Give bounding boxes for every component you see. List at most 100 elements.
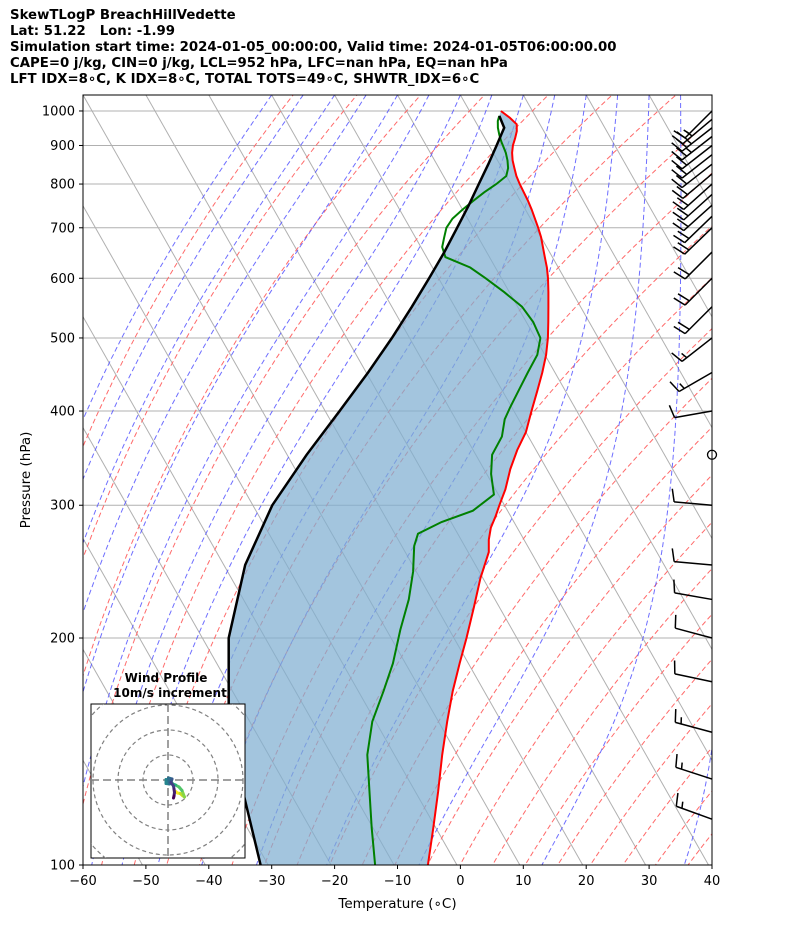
isotherm-line [711, 95, 712, 96]
y-tick-label: 500 [50, 331, 75, 346]
hodograph-subtitle: 10m/s increment [113, 686, 227, 700]
chart-header: SkewTLogP BreachHillVedette Lat: 51.22 L… [10, 8, 790, 88]
y-tick-label: 1000 [42, 104, 75, 119]
dry-adiabat [361, 377, 712, 865]
chart-title: SkewTLogP BreachHillVedette [10, 8, 236, 23]
wind-barb [673, 227, 713, 255]
wind-barb [668, 405, 713, 419]
hodograph-title: Wind Profile [125, 671, 208, 685]
wind-barb [671, 548, 713, 566]
dry-adiabat [83, 95, 422, 678]
dry-adiabat [654, 790, 712, 865]
dry-adiabat [708, 80, 794, 882]
y-tick-label: 300 [50, 499, 75, 514]
dry-adiabat [740, 80, 794, 882]
moist-adiabat [83, 95, 398, 694]
moist-adiabat [121, 95, 493, 865]
wind-barb [674, 614, 713, 639]
moist-adiabat [83, 95, 336, 545]
wind-barb [673, 277, 713, 306]
parcel-area-shading [228, 111, 549, 865]
x-tick-label: 40 [704, 874, 721, 889]
y-tick-label: 600 [50, 272, 75, 287]
wind-barb [671, 163, 713, 189]
dry-adiabat [459, 521, 712, 865]
moist-adiabat [744, 95, 793, 882]
dry-adiabat [83, 95, 294, 448]
dewpoint-line [366, 115, 542, 865]
y-tick-label: 200 [50, 632, 75, 647]
wind-barb [671, 135, 713, 161]
wind-barbs [668, 110, 718, 820]
x-tick-label: 0 [456, 874, 464, 889]
moist-adiabat [541, 95, 682, 865]
isotherm-line [83, 759, 144, 865]
x-tick-label: −60 [69, 874, 96, 889]
y-tick-label: 700 [50, 221, 75, 236]
x-tick-label: −50 [132, 874, 159, 889]
wind-barb [671, 127, 713, 152]
wind-barb [675, 792, 713, 820]
wind-barb [673, 660, 713, 683]
moist-adiabat [418, 95, 650, 865]
wind-barb [674, 709, 713, 733]
wind-barb [671, 144, 713, 170]
wind-barb [673, 215, 713, 244]
isotherm-line [0, 80, 99, 900]
dry-adiabat [394, 426, 712, 865]
x-tick-label: 30 [641, 874, 658, 889]
x-tick-label: 20 [578, 874, 595, 889]
moist-adiabat [83, 95, 304, 481]
y-tick-label: 800 [50, 178, 75, 193]
axes: −60 −50 −40 −30 −20 −10 0 10 20 30 40 100 200 300 400 5… [18, 104, 720, 912]
x-tick-label: −10 [384, 874, 411, 889]
wind-barb [673, 306, 713, 335]
hodograph-segment [172, 794, 176, 800]
isotherm-line [522, 95, 712, 429]
dry-adiabat [772, 80, 794, 882]
x-axis-label: Temperature (∘C) [337, 896, 456, 912]
y-axis-label: Pressure (hPa) [18, 432, 34, 529]
convective-indices: LFT IDX=8∘C, K IDX=8∘C, TOTAL TOTS=49∘C,… [10, 72, 480, 87]
stability-indices: CAPE=0 j/kg, CIN=0 j/kg, LCL=952 hPa, LF… [10, 56, 508, 71]
dry-adiabat [329, 327, 712, 865]
simulation-times: Simulation start time: 2024-01-05_00:00:… [10, 40, 617, 55]
dry-adiabat [524, 613, 712, 865]
moist-adiabat [83, 95, 367, 615]
wind-barb [672, 183, 713, 211]
wind-barb [675, 753, 713, 780]
x-tick-label: −40 [195, 874, 222, 889]
x-tick-label: 10 [515, 874, 532, 889]
isotherm-line [648, 95, 712, 207]
isotherm-line [585, 95, 712, 318]
dry-adiabat [426, 474, 712, 865]
moist-adiabat [91, 95, 461, 865]
dry-adiabat [83, 95, 486, 807]
moist-adiabat [326, 95, 619, 865]
y-tick-label: 900 [50, 139, 75, 154]
isotherm-line [334, 95, 712, 762]
temperature-line [426, 110, 550, 865]
wind-barb [672, 204, 713, 232]
isotherm-line [766, 80, 794, 900]
dry-adiabat [83, 95, 358, 560]
dry-adiabat [589, 702, 712, 865]
y-tick-label: 400 [50, 405, 75, 420]
y-tick-label: 100 [50, 859, 75, 874]
x-tick-label: −30 [258, 874, 285, 889]
wind-barb [669, 371, 713, 393]
wind-barb [671, 337, 713, 362]
moist-adiabat [83, 95, 430, 789]
moist-adiabat [83, 95, 273, 421]
wind-barb [671, 173, 713, 199]
location-coordinates: Lat: 51.22 Lon: -1.99 [10, 24, 176, 39]
wind-barb [671, 488, 713, 506]
wind-barb [672, 193, 713, 221]
dry-adiabat [491, 567, 712, 865]
dry-adiabat [622, 746, 712, 865]
parcel-profile-line [227, 115, 506, 865]
wind-barb [671, 154, 713, 179]
x-tick-label: −20 [321, 874, 348, 889]
